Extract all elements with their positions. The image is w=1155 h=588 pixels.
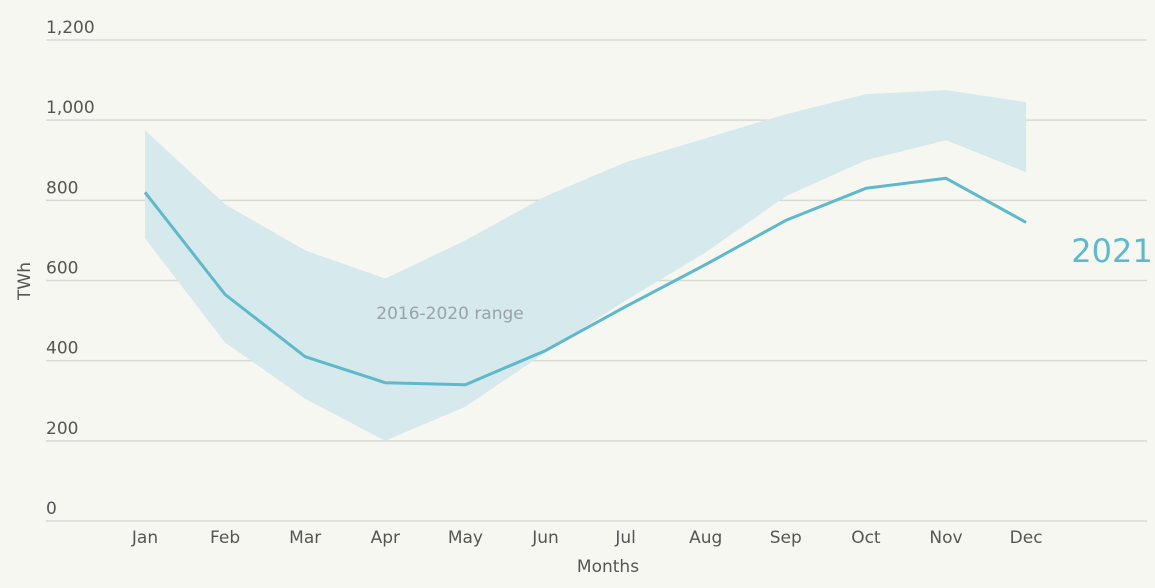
y-axis-title: TWh: [15, 262, 35, 301]
x-tick-label-feb: Feb: [210, 528, 240, 548]
y-tick-label: 0: [46, 499, 57, 519]
y-tick-label: 800: [46, 178, 78, 198]
y-tick-label: 600: [46, 259, 78, 279]
x-tick-label-jun: Jun: [531, 528, 559, 548]
range-band-label: 2016-2020 range: [376, 304, 524, 324]
x-tick-label-dec: Dec: [1010, 528, 1043, 548]
x-tick-label-may: May: [448, 528, 483, 548]
y-tick-label: 200: [46, 419, 78, 439]
y-tick-label: 1,000: [46, 98, 95, 118]
x-tick-label-nov: Nov: [929, 528, 962, 548]
y-tick-labels: 0 200 400 600 800 1,000 1,200: [46, 18, 95, 519]
x-tick-label-jul: Jul: [614, 528, 636, 548]
x-tick-label-mar: Mar: [289, 528, 321, 548]
series-line-2021: [143, 176, 1027, 387]
x-tick-label-oct: Oct: [851, 528, 881, 548]
y-tick-label: 1,200: [46, 18, 95, 38]
x-tick-labels: Jan Feb Mar Apr May Jun Jul Aug Sep Oct Nov Dec: [131, 528, 1043, 548]
x-tick-label-apr: Apr: [371, 528, 400, 548]
range-band: [145, 90, 1027, 441]
x-axis-title: Months: [577, 557, 639, 577]
x-tick-label-jan: Jan: [131, 528, 158, 548]
y-tick-label: 400: [46, 339, 78, 359]
series-label-2021: 2021: [1071, 232, 1152, 270]
x-tick-label-aug: Aug: [689, 528, 722, 548]
x-tick-label-sep: Sep: [770, 528, 802, 548]
